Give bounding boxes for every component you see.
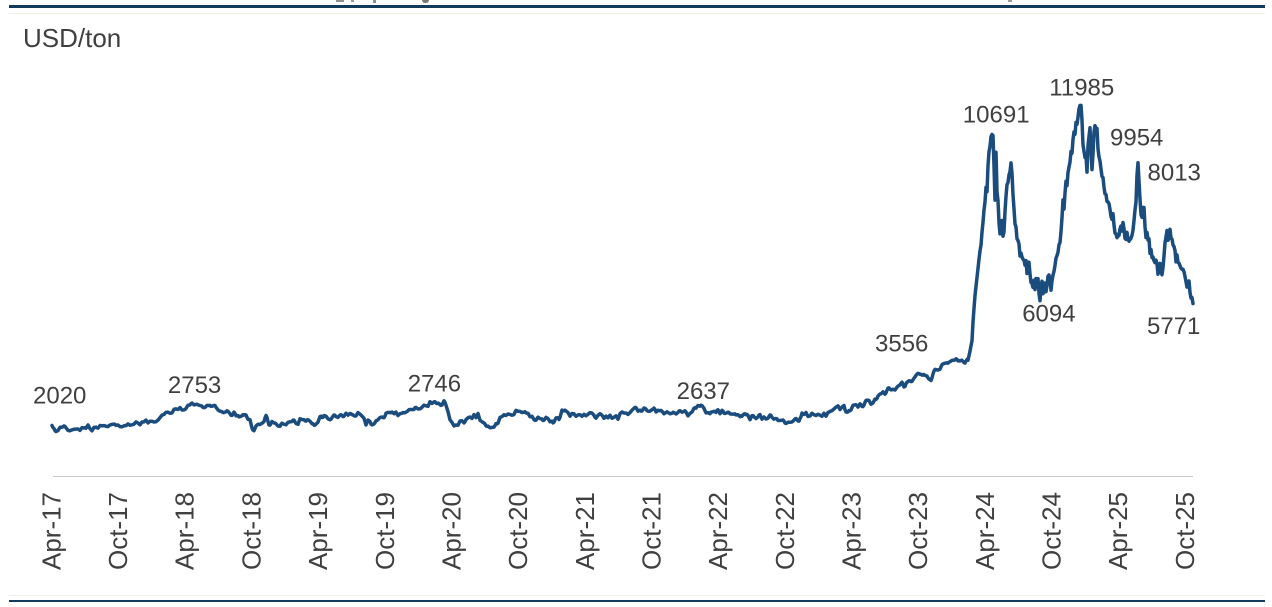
svg-text:Apr-18: Apr-18: [170, 492, 200, 570]
svg-text:2753: 2753: [168, 372, 221, 399]
svg-text:8013: 8013: [1148, 160, 1201, 187]
svg-text:Apr-24: Apr-24: [970, 492, 1000, 570]
svg-text:USD/ton: USD/ton: [23, 23, 121, 53]
svg-text:Apr-23: Apr-23: [836, 492, 866, 570]
svg-text:3556: 3556: [875, 331, 928, 358]
svg-text:5771: 5771: [1147, 313, 1200, 340]
svg-text:Oct-18: Oct-18: [236, 492, 266, 570]
svg-text:Apr-21: Apr-21: [570, 492, 600, 570]
svg-text:Apr-20: Apr-20: [436, 492, 466, 570]
svg-text:Oct-17: Oct-17: [103, 492, 133, 570]
svg-text:2637: 2637: [677, 378, 730, 405]
svg-text:Apr-25: Apr-25: [1103, 492, 1133, 570]
svg-text:11985: 11985: [1049, 74, 1114, 101]
svg-text:2746: 2746: [408, 371, 461, 398]
svg-text:Apr-17: Apr-17: [36, 492, 66, 570]
svg-text:9954: 9954: [1110, 124, 1163, 151]
svg-text:Oct-21: Oct-21: [636, 492, 666, 570]
svg-text:Apr-19: Apr-19: [303, 492, 333, 570]
svg-text:10691: 10691: [963, 101, 1030, 128]
svg-text:Apr-22: Apr-22: [703, 492, 733, 570]
svg-text:Oct-24: Oct-24: [1037, 492, 1067, 570]
svg-text:Oct-20: Oct-20: [503, 492, 533, 570]
svg-text:Oct-19: Oct-19: [370, 492, 400, 570]
svg-text:Oct-23: Oct-23: [903, 492, 933, 570]
svg-text:Oct-25: Oct-25: [1170, 492, 1200, 570]
svg-text:6094: 6094: [1022, 301, 1075, 328]
svg-text:Oct-22: Oct-22: [770, 492, 800, 570]
svg-text:2020: 2020: [33, 383, 86, 410]
